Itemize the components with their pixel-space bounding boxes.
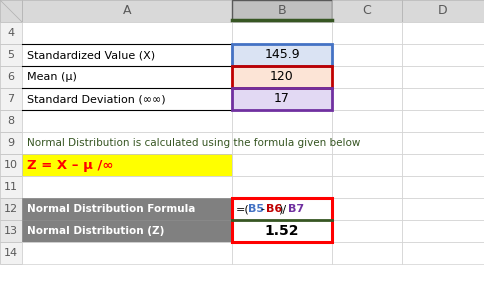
Text: Normal Distribution (Z): Normal Distribution (Z) [27,226,165,236]
Text: B6: B6 [266,204,282,214]
Text: 11: 11 [4,182,18,192]
Bar [402,66,484,88]
Bar [332,22,402,44]
Text: 8: 8 [7,116,15,126]
Text: D: D [438,5,448,18]
Bar [232,242,332,264]
Text: B: B [278,5,287,18]
Bar [332,66,402,88]
Text: Standard Deviation (∞∞): Standard Deviation (∞∞) [27,94,166,104]
Bar [332,88,402,110]
Bar [0,110,22,132]
Text: 6: 6 [7,72,15,82]
Bar [402,198,484,220]
Text: Z = X – μ /∞: Z = X – μ /∞ [27,158,113,172]
Bar [22,220,232,242]
Text: )/: )/ [278,204,286,214]
Text: 12: 12 [4,204,18,214]
Text: 5: 5 [7,50,15,60]
Bar [0,44,22,66]
Bar [332,242,402,264]
Text: 13: 13 [4,226,18,236]
Bar [22,22,232,44]
Text: 14: 14 [4,248,18,258]
Text: 4: 4 [7,28,15,38]
Bar [22,198,232,220]
Text: 120: 120 [270,70,294,83]
Bar [22,110,232,132]
Bar [22,132,232,154]
Bar [402,220,484,242]
Bar [232,176,332,198]
Bar [402,132,484,154]
Bar [232,88,332,110]
Bar [0,66,22,88]
Bar [232,44,332,66]
Bar [402,0,484,22]
Bar [22,176,232,198]
Text: Mean (μ): Mean (μ) [27,72,77,82]
Text: A: A [123,5,131,18]
Bar [0,176,22,198]
Bar [22,66,232,88]
Bar [22,44,232,66]
Bar [332,44,402,66]
Text: B5: B5 [248,204,264,214]
Bar [332,220,402,242]
Bar [332,198,402,220]
Bar [402,88,484,110]
Text: 17: 17 [274,93,290,105]
Bar [0,88,22,110]
Bar [232,66,332,88]
Bar [0,220,22,242]
Bar [402,154,484,176]
Text: 1.52: 1.52 [265,224,299,238]
Bar [0,132,22,154]
Bar [232,88,332,110]
Bar [232,198,332,220]
Bar [232,22,332,44]
Bar [22,242,232,264]
Bar [232,154,332,176]
Bar [402,242,484,264]
Bar [232,220,332,242]
Bar [232,66,332,88]
Bar [332,110,402,132]
Text: 145.9: 145.9 [264,49,300,62]
Bar [232,0,332,22]
Bar [22,0,232,22]
Bar [0,154,22,176]
Bar [332,132,402,154]
Bar [232,110,332,132]
Bar [332,154,402,176]
Bar [22,154,232,176]
Text: =(: =( [236,204,250,214]
Bar [232,132,332,154]
Text: 10: 10 [4,160,18,170]
Text: Normal Distribution is calculated using the formula given below: Normal Distribution is calculated using … [27,138,361,148]
Bar [232,198,332,242]
Bar [0,198,22,220]
Bar [22,88,232,110]
Text: -: - [260,204,264,214]
Bar [402,22,484,44]
Bar [0,22,22,44]
Bar [332,0,402,22]
Text: C: C [363,5,371,18]
Bar [0,242,22,264]
Bar [402,176,484,198]
Text: B7: B7 [288,204,304,214]
Bar [402,110,484,132]
Text: Standardized Value (X): Standardized Value (X) [27,50,155,60]
Text: Normal Distribution Formula: Normal Distribution Formula [27,204,196,214]
Text: 7: 7 [7,94,15,104]
Bar [0,0,22,22]
Bar [232,44,332,66]
Bar [402,44,484,66]
Text: 9: 9 [7,138,15,148]
Bar [332,176,402,198]
